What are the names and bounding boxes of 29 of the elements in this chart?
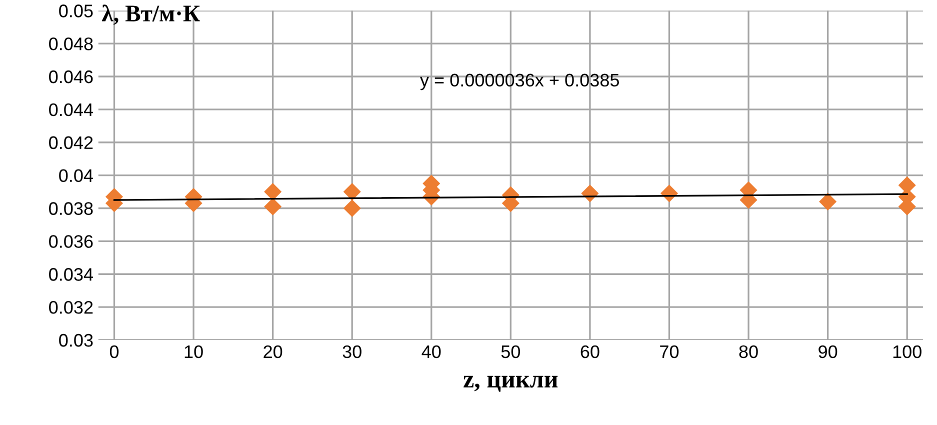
y-tick-label: 0.048 <box>49 37 93 50</box>
y-tick-label: 0.044 <box>49 103 93 116</box>
x-tick-label: 30 <box>342 345 362 358</box>
x-tick-label: 50 <box>501 345 520 358</box>
x-tick-label: 70 <box>660 345 679 358</box>
x-tick-label: 20 <box>264 345 282 358</box>
x-axis-title: z, цикли <box>464 376 558 392</box>
x-tick-label: 90 <box>818 345 838 358</box>
y-tick-label: 0.032 <box>49 300 93 314</box>
y-tick-label: 0.042 <box>49 136 93 150</box>
x-tick-label: 40 <box>422 345 441 358</box>
y-tick-label: 0.04 <box>59 169 93 182</box>
y-tick-label: 0.03 <box>59 334 93 347</box>
x-tick-label: 10 <box>184 345 203 358</box>
point <box>264 198 282 216</box>
point <box>343 183 361 201</box>
x-tick-label: 100 <box>893 345 922 358</box>
y-tick-label: 0.036 <box>49 235 93 248</box>
point <box>819 192 837 210</box>
x-tick-label: 60 <box>580 345 600 358</box>
annotation: y = 0.0000036x + 0.0385 <box>420 74 619 90</box>
y-tick-label: 0.034 <box>49 268 93 281</box>
y-axis-title: λ, Вт/м·К <box>102 4 200 25</box>
x-tick-label: 80 <box>739 345 758 358</box>
point <box>343 199 361 218</box>
y-tick-label: 0.05 <box>59 4 93 18</box>
y-tick-label: 0.038 <box>49 202 93 215</box>
x-tick-label: 0 <box>110 345 119 358</box>
y-tick-label: 0.046 <box>49 70 93 84</box>
